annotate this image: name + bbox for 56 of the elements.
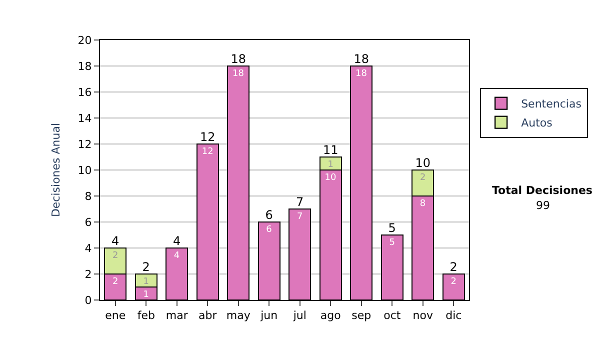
- x-tick-label: abr: [198, 309, 218, 322]
- x-tick-label: mar: [166, 309, 188, 322]
- total-label: 5: [388, 221, 396, 235]
- data-label: 18: [232, 69, 244, 79]
- x-tick-label: feb: [137, 309, 155, 322]
- data-label: 1: [143, 277, 149, 287]
- x-tick-label: jul: [292, 309, 306, 322]
- total-label: 4: [112, 234, 120, 248]
- data-label: 8: [420, 199, 426, 209]
- x-tick-label: may: [226, 309, 251, 322]
- total-label: 4: [173, 234, 181, 248]
- y-tick-label: 18: [78, 60, 92, 73]
- y-tick-label: 14: [78, 112, 92, 125]
- total-label: 12: [200, 130, 216, 144]
- data-label: 12: [202, 147, 214, 157]
- y-axis-title: Decisiones Anual: [49, 122, 62, 218]
- total-label: 2: [142, 260, 150, 274]
- y-tick-label: 4: [84, 242, 92, 255]
- total-label: 7: [296, 195, 304, 209]
- total-label: 2: [450, 260, 458, 274]
- data-label: 2: [420, 173, 426, 183]
- x-tick-label: ago: [320, 309, 342, 322]
- x-tick-label: sep: [352, 309, 372, 322]
- data-label: 6: [266, 225, 272, 235]
- total-label: 6: [265, 208, 273, 222]
- data-label: 18: [356, 69, 368, 79]
- y-tick-label: 0: [84, 294, 92, 307]
- x-tick-label: dic: [446, 309, 462, 322]
- data-label: 1: [328, 160, 334, 170]
- x-tick-label: nov: [412, 309, 434, 322]
- data-label: 4: [174, 251, 180, 261]
- y-tick-label: 6: [84, 216, 92, 229]
- y-tick-label: 20: [78, 34, 92, 47]
- data-label: 10: [324, 173, 336, 183]
- total-label: 10: [415, 156, 431, 170]
- data-label: 2: [112, 277, 118, 287]
- data-label: 7: [297, 212, 303, 222]
- y-tick-label: 16: [78, 86, 92, 99]
- data-label: 5: [389, 238, 395, 248]
- total-label: 18: [230, 52, 246, 66]
- data-label: 1: [143, 290, 149, 300]
- legend-label: Sentencias: [521, 98, 582, 111]
- x-tick-label: jun: [260, 309, 278, 322]
- y-tick-label: 12: [78, 138, 92, 151]
- y-tick-label: 2: [84, 268, 92, 281]
- y-tick-label: 8: [84, 190, 92, 203]
- data-label: 2: [112, 251, 118, 261]
- text: 99: [536, 199, 550, 212]
- x-tick-label: oct: [384, 309, 402, 322]
- text: Total Decisiones: [492, 184, 593, 197]
- legend-label: Autos: [521, 116, 553, 130]
- total-label: 18: [354, 52, 370, 66]
- x-tick-label: ene: [105, 309, 126, 322]
- data-label: 2: [450, 277, 456, 287]
- y-tick-label: 10: [78, 164, 92, 177]
- total-label: 11: [322, 143, 338, 157]
